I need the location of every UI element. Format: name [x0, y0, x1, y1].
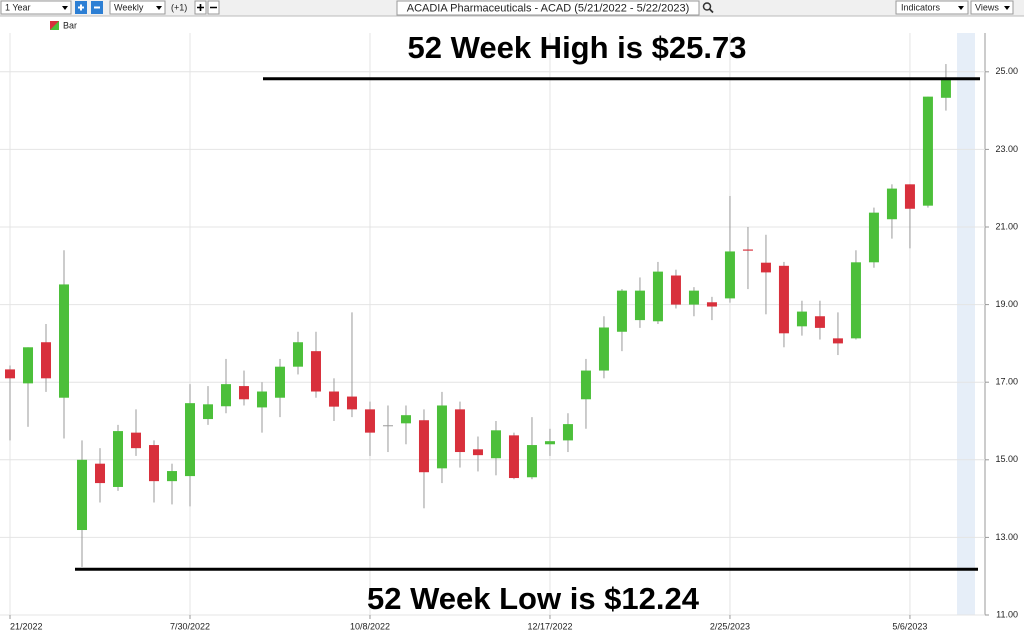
candle-body: [112, 431, 123, 487]
candle-body: [346, 396, 357, 410]
candle-body: [598, 327, 609, 371]
candle-body: [868, 212, 879, 263]
indicators-label: Indicators: [901, 2, 941, 12]
candle-body: [580, 370, 591, 400]
candle-body: [5, 369, 16, 379]
x-tick-label: 21/2022: [10, 621, 43, 631]
candle-body: [310, 351, 321, 392]
y-tick-label: 19.00: [995, 299, 1018, 309]
search-handle: [708, 8, 714, 14]
candle-body: [508, 435, 519, 479]
candle-body: [706, 302, 717, 307]
dropdown-arrow: [156, 6, 162, 10]
candle-body: [814, 316, 825, 328]
candle-body: [904, 184, 915, 209]
x-tick-label: 12/17/2022: [527, 621, 572, 631]
candle-body: [130, 432, 141, 449]
symbol-title: ACADIA Pharmaceuticals - ACAD (5/21/2022…: [407, 2, 689, 14]
candle-body: [166, 471, 177, 482]
offset-label: (+1): [171, 2, 187, 12]
candle-body: [202, 404, 213, 420]
candle-body: [616, 290, 627, 332]
candle-body: [490, 430, 501, 459]
candle-body: [364, 409, 375, 433]
candle-body: [77, 459, 88, 531]
legend-label: Bar: [63, 20, 77, 30]
annotation: 52 Week Low is $12.24: [367, 581, 700, 616]
candle-body: [400, 415, 411, 424]
candle-body: [652, 271, 663, 322]
offset-icons: [197, 4, 217, 11]
candle-body: [562, 424, 573, 441]
candle-body: [670, 275, 681, 305]
dropdown-arrow: [958, 6, 964, 10]
candle-body: [220, 384, 231, 407]
candle-body: [796, 311, 807, 327]
candle-body: [59, 284, 70, 398]
candle-body: [634, 290, 645, 321]
range-label: 1 Year: [5, 2, 31, 12]
candle-body: [742, 249, 753, 251]
candle-body: [41, 342, 52, 379]
candle-body: [274, 366, 285, 398]
views-select[interactable]: [970, 0, 1014, 15]
candle-body: [472, 449, 483, 456]
dropdown-arrow: [1004, 6, 1010, 10]
candle-body: [724, 251, 735, 299]
candle-body: [544, 441, 555, 445]
y-tick-label: 11.00: [996, 609, 1018, 619]
interval-select[interactable]: [109, 0, 166, 15]
y-tick-label: 21.00: [995, 221, 1018, 231]
candle-body: [778, 265, 789, 334]
candle-body: [832, 338, 843, 344]
candle-body: [382, 425, 393, 427]
annotation: 52 Week High is $25.73: [408, 30, 747, 65]
y-tick-label: 25.00: [995, 66, 1018, 76]
legend-icon-up: [50, 21, 59, 30]
y-tick-label: 17.00: [995, 377, 1018, 387]
candle-body: [922, 96, 933, 206]
candle-body: [526, 445, 537, 478]
candle-body: [418, 420, 429, 473]
candle-body: [184, 403, 195, 477]
candle-body: [328, 391, 339, 407]
search-icon[interactable]: [702, 2, 712, 11]
x-tick-label: 10/8/2022: [350, 621, 390, 631]
views-label: Views: [975, 2, 999, 12]
candle-body: [238, 386, 249, 400]
candle-body: [850, 262, 861, 339]
y-tick-label: 23.00: [995, 144, 1018, 154]
indicators-select[interactable]: [895, 0, 969, 15]
candle-body: [23, 347, 34, 384]
candle-body: [436, 405, 447, 469]
x-tick-label: 5/6/2023: [892, 621, 927, 631]
candle-body: [760, 262, 771, 273]
y-tick-label: 15.00: [995, 454, 1018, 464]
range-select[interactable]: [0, 0, 72, 15]
interval-label: Weekly: [114, 2, 144, 12]
candle-body: [256, 391, 267, 408]
candle-body: [95, 463, 106, 484]
candle-body: [454, 409, 465, 453]
future-shade: [957, 33, 975, 615]
candle-body: [148, 445, 159, 482]
candle-body: [886, 188, 897, 220]
y-tick-label: 13.00: [995, 532, 1018, 542]
dropdown-arrow: [62, 6, 68, 10]
symbol-box[interactable]: [396, 0, 700, 16]
x-tick-label: 2/25/2023: [710, 621, 750, 631]
candle-body: [940, 79, 951, 98]
candle-body: [292, 342, 303, 367]
candle-body: [688, 290, 699, 305]
x-tick-label: 7/30/2022: [170, 621, 210, 631]
zoom-icons: [78, 4, 100, 11]
